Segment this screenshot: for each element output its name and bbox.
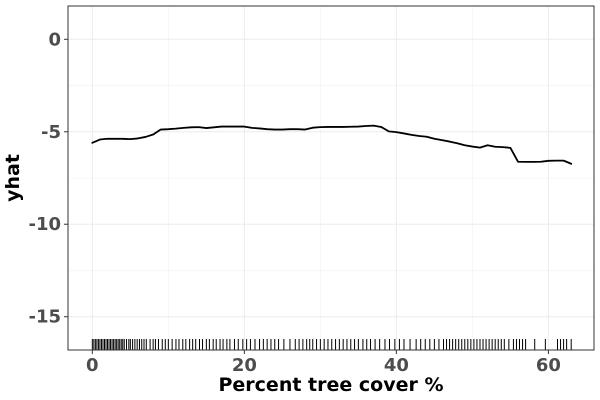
axes: 0 20 40 60 0 -5 -10 -15	[28, 29, 560, 376]
x-axis-title: Percent tree cover %	[218, 374, 443, 396]
series-lines	[91, 124, 573, 165]
x-tick-label: 0	[86, 355, 99, 376]
x-tick-label: 20	[232, 355, 257, 376]
y-tick-label: -5	[41, 122, 61, 143]
panel-border	[67, 5, 595, 351]
x-tick-label: 40	[384, 355, 409, 376]
y-tick-label: 0	[48, 29, 61, 50]
grid-lines	[68, 6, 594, 350]
rug-marks	[91, 339, 572, 350]
y-tick-label: -10	[28, 214, 61, 235]
y-tick-label: -15	[28, 307, 61, 328]
x-tick-label: 60	[536, 355, 561, 376]
series-line	[91, 124, 573, 165]
y-axis-title: yhat	[2, 154, 24, 202]
